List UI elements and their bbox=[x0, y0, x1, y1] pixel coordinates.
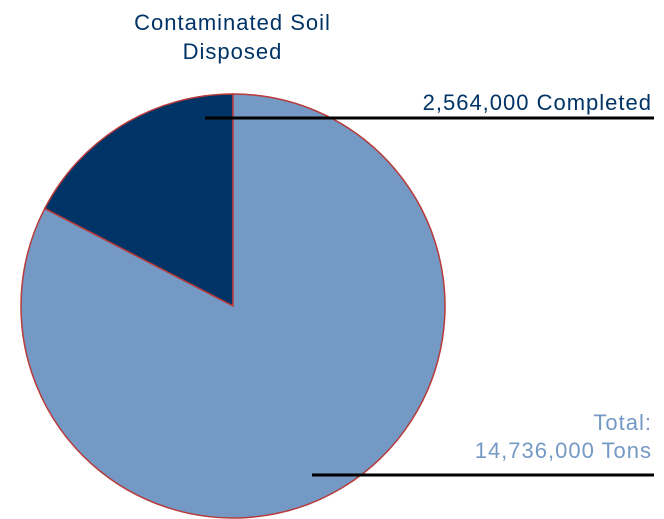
pie-slices bbox=[20, 93, 446, 519]
chart-title-line-1: Contaminated Soil bbox=[134, 10, 331, 35]
completed-label: 2,564,000 Completed bbox=[423, 90, 652, 115]
chart-title-line-2: Disposed bbox=[182, 39, 283, 64]
total-label-line-2: 14,736,000 Tons bbox=[475, 438, 652, 463]
total-label-line-1: Total: bbox=[593, 410, 652, 435]
pie-slice-remaining bbox=[20, 93, 446, 519]
chart-title: Contaminated Soil Disposed bbox=[60, 8, 405, 66]
pie-slice-completed bbox=[43, 93, 234, 308]
